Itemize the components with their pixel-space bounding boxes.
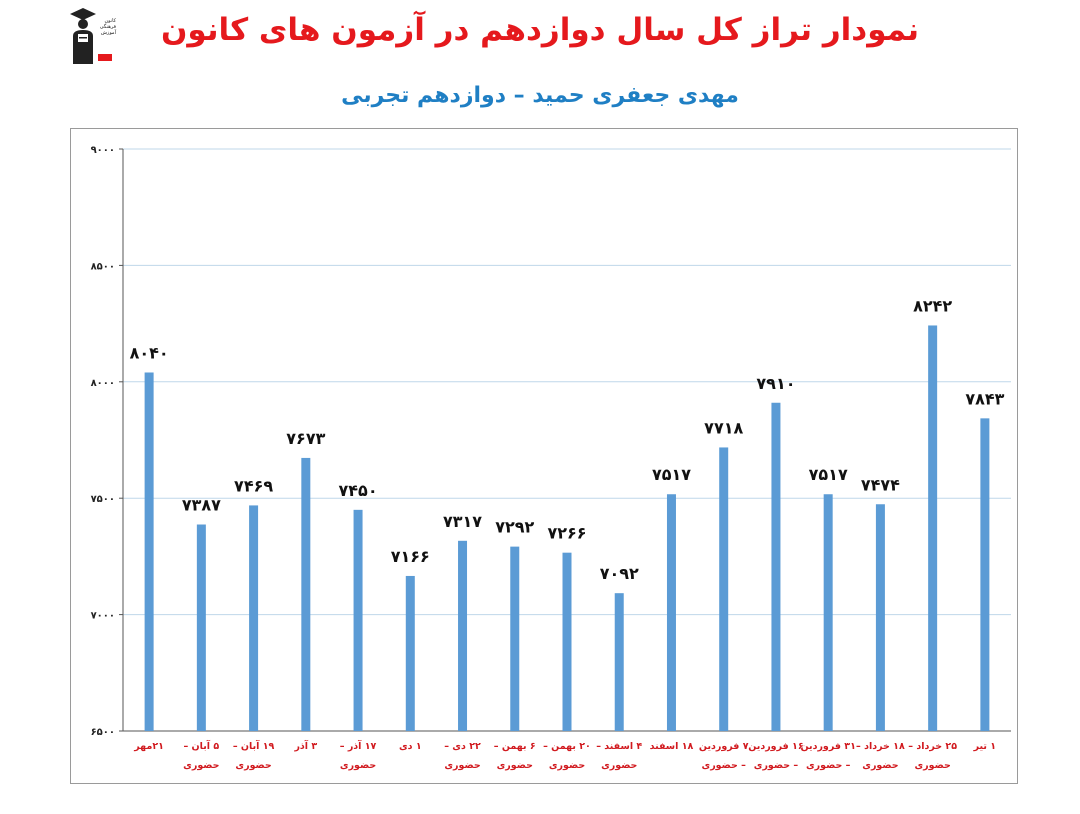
x-tick-label: – حضوری: [702, 760, 747, 771]
bar: [875, 504, 885, 731]
x-tick-label: ۳ آذر: [293, 739, 317, 752]
bar: [458, 540, 468, 731]
x-tick-label: حضوری: [340, 760, 376, 771]
data-label: ۷۲۹۲: [495, 518, 534, 537]
x-tick-label: حضوری: [862, 760, 898, 771]
bar: [405, 575, 415, 731]
bar: [823, 494, 833, 731]
x-tick-label: ۳۱ فروردین: [800, 741, 855, 752]
data-label: ۷۰۹۲: [600, 564, 639, 583]
data-label: ۷۱۶۶: [391, 547, 430, 566]
data-label: ۷۳۸۷: [182, 496, 221, 515]
bar: [562, 552, 572, 731]
x-tick-label: ۱۸ اسفند: [650, 741, 694, 752]
bar: [301, 457, 311, 731]
data-label: ۷۷۱۸: [704, 418, 743, 437]
data-label: ۷۵۱۷: [809, 465, 848, 484]
x-tick-label: ۴ اسفند –: [596, 741, 642, 752]
bar: [144, 372, 154, 731]
data-label: ۷۵۱۷: [652, 465, 691, 484]
x-tick-label: ۱۸ خرداد –: [856, 741, 905, 752]
data-label: ۷۹۱۰: [756, 374, 795, 393]
logo-line: آموزش: [100, 30, 116, 36]
kanoon-logo: کانون فرهنگی آموزش: [68, 4, 116, 66]
data-label: ۸۲۴۲: [913, 296, 952, 315]
x-tick-label: – حضوری: [754, 760, 799, 771]
x-tick-label: ۷ فروردین: [699, 741, 749, 752]
y-tick-label: ۷۰۰۰: [91, 611, 115, 622]
x-tick-label: ۲۱مهر: [133, 741, 164, 752]
x-tick-label: ۶ بهمن –: [494, 741, 536, 752]
bar: [249, 505, 259, 731]
data-label: ۷۸۴۳: [965, 389, 1004, 408]
y-tick-label: ۶۵۰۰: [91, 727, 115, 738]
bar: [196, 524, 206, 731]
logo-badge: [98, 54, 112, 61]
y-tick-label: ۷۵۰۰: [91, 494, 115, 505]
y-tick-label: ۸۰۰۰: [91, 378, 115, 389]
logo-line: کانون: [104, 18, 116, 24]
x-tick-label: ۵ آبان –: [184, 739, 220, 752]
x-tick-label: ۲۵ خرداد –: [908, 741, 957, 752]
data-label: ۷۶۷۳: [286, 429, 325, 448]
data-label: ۷۴۶۹: [234, 476, 273, 495]
data-label: ۷۴۵۰: [339, 481, 378, 500]
bar: [614, 593, 624, 731]
x-tick-label: حضوری: [914, 760, 950, 771]
bar: [666, 494, 676, 731]
x-tick-label: ۲۰ بهمن –: [543, 741, 591, 752]
x-tick-label: حضوری: [183, 760, 219, 771]
bar: [980, 418, 990, 731]
x-tick-label: حضوری: [497, 760, 533, 771]
bar: [771, 402, 781, 731]
x-tick-label: حضوری: [549, 760, 585, 771]
data-label: ۷۴۷۴: [861, 475, 900, 494]
bar: [353, 509, 363, 731]
y-tick-label: ۸۵۰۰: [91, 261, 115, 272]
x-tick-label: – حضوری: [806, 760, 851, 771]
x-tick-label: ۱۶ فروردین: [748, 741, 803, 752]
y-tick-label: ۹۰۰۰: [91, 145, 115, 156]
chart-frame: ۶۵۰۰ ۷۰۰۰ ۷۵۰۰ ۸۰۰۰ ۸۵۰۰ ۹۰۰۰ ۸۰۴۰ ۲۱مهر ۷۳۸۷ ۵ آ…: [70, 128, 1018, 784]
graduate-silhouette-icon: [70, 8, 96, 64]
data-label: ۷۲۶۶: [547, 524, 586, 543]
logo-text: کانون فرهنگی آموزش: [96, 18, 116, 36]
x-tick-label: حضوری: [235, 760, 271, 771]
x-tick-label: ۱ دی: [399, 741, 422, 752]
bar: [510, 546, 520, 731]
data-label: ۸۰۴۰: [130, 343, 169, 362]
bar-chart: ۶۵۰۰ ۷۰۰۰ ۷۵۰۰ ۸۰۰۰ ۸۵۰۰ ۹۰۰۰ ۸۰۴۰ ۲۱مهر ۷۳۸۷ ۵ آ…: [91, 145, 1011, 771]
x-tick-label: حضوری: [601, 760, 637, 771]
data-label: ۷۳۱۷: [443, 512, 482, 531]
x-tick-label: ۱۷ آذر –: [340, 739, 377, 752]
bar: [928, 325, 938, 731]
bar: [719, 447, 729, 731]
chart-title: نمودار تراز کل سال دوازدهم در آزمون های …: [160, 12, 920, 48]
x-tick-label: ۲۲ دی –: [444, 741, 481, 752]
x-tick-label: حضوری: [444, 760, 480, 771]
x-tick-label: ۱۹ آبان –: [233, 739, 275, 752]
chart-subtitle: مهدی جعفری حمید – دوازدهم تجربی: [341, 83, 739, 108]
x-tick-label: ۱ تیر: [973, 741, 996, 752]
logo-line: فرهنگی: [99, 24, 116, 30]
